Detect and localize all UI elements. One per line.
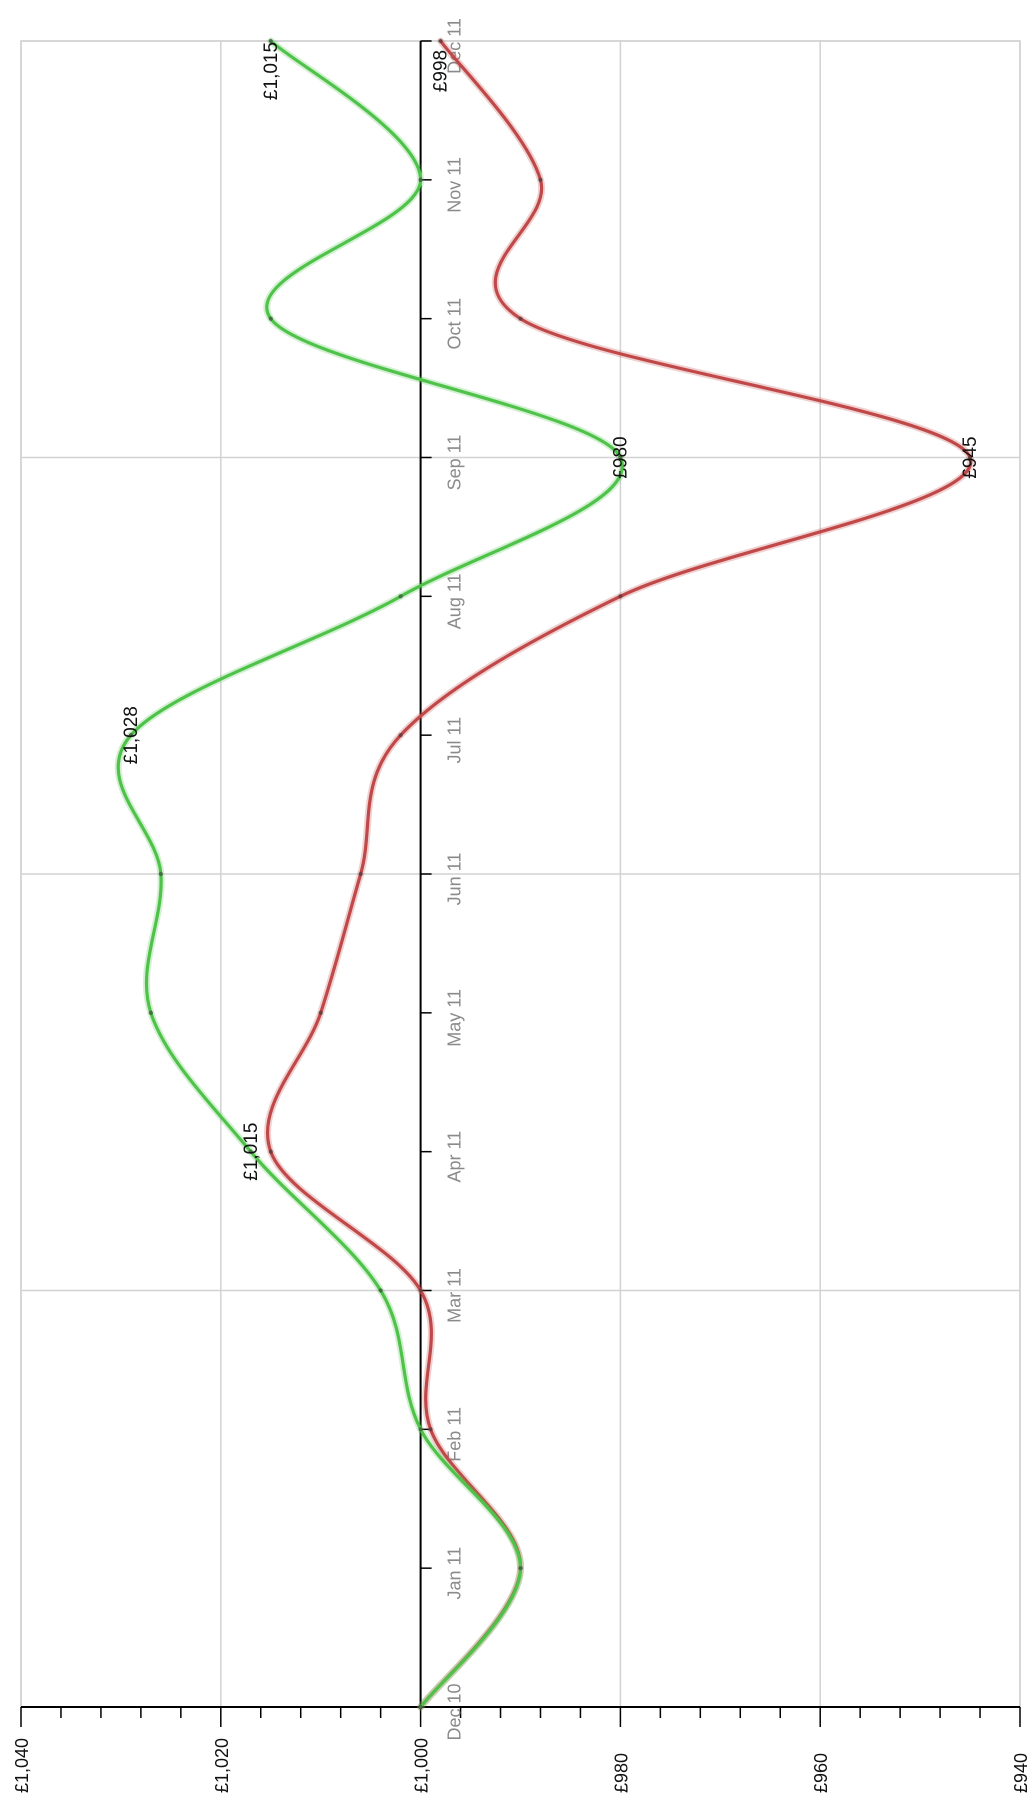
value-tick-label: £980 <box>611 1753 631 1793</box>
value-tick-label: £940 <box>1011 1753 1031 1793</box>
data-point <box>318 1010 323 1016</box>
data-point <box>967 455 973 460</box>
value-tick-label: £960 <box>811 1753 831 1793</box>
series-1 <box>114 37 626 1711</box>
data-label: £980 <box>610 436 631 478</box>
data-point <box>148 1010 154 1016</box>
data-point <box>418 1427 423 1432</box>
data-point <box>358 871 363 877</box>
series-2 <box>264 37 975 1711</box>
data-point <box>418 1288 423 1293</box>
data-point <box>268 316 273 321</box>
data-label: £1,015 <box>241 1123 262 1181</box>
data-label: £1,015 <box>261 42 282 100</box>
category-tick-label: Jul 11 <box>445 717 465 764</box>
data-label: £998 <box>431 50 452 92</box>
category-tick-label: Sep 11 <box>445 435 465 491</box>
value-tick-label: £1,000 <box>412 1738 432 1793</box>
category-tick-label: May 11 <box>445 989 465 1047</box>
data-point <box>428 1427 433 1432</box>
data-point <box>518 316 523 321</box>
data-point <box>398 732 403 738</box>
data-point <box>378 1288 383 1293</box>
series-line <box>116 39 624 1709</box>
data-label: £945 <box>960 436 981 478</box>
data-point <box>618 455 623 460</box>
data-point <box>618 594 623 599</box>
data-point <box>518 1565 523 1571</box>
category-tick-label: Apr 11 <box>445 1131 465 1183</box>
data-point <box>158 871 164 877</box>
data-label: £1,028 <box>121 706 142 764</box>
category-tick-label: Jan 11 <box>445 1547 465 1600</box>
category-tick-label: Aug 11 <box>445 573 465 629</box>
category-tick-label: Feb 11 <box>445 1407 465 1462</box>
category-tick-label: Nov 11 <box>445 157 465 213</box>
data-point <box>268 1149 273 1154</box>
category-tick-label: Dec 10 <box>445 1683 465 1740</box>
value-tick-label: £1,040 <box>12 1738 32 1793</box>
data-point <box>418 177 423 183</box>
data-point <box>438 38 443 44</box>
data-point <box>418 1704 423 1710</box>
data-point <box>538 177 543 183</box>
data-point <box>128 732 134 738</box>
data-point <box>248 1149 253 1154</box>
data-point <box>398 594 403 599</box>
category-tick-label: Mar 11 <box>445 1268 465 1323</box>
category-tick-label: Oct 11 <box>445 298 465 350</box>
value-tick-label: £1,020 <box>212 1738 232 1793</box>
category-tick-label: Jun 11 <box>445 853 465 906</box>
data-point <box>268 38 273 44</box>
category-tick-label: Dec 11 <box>445 18 465 74</box>
